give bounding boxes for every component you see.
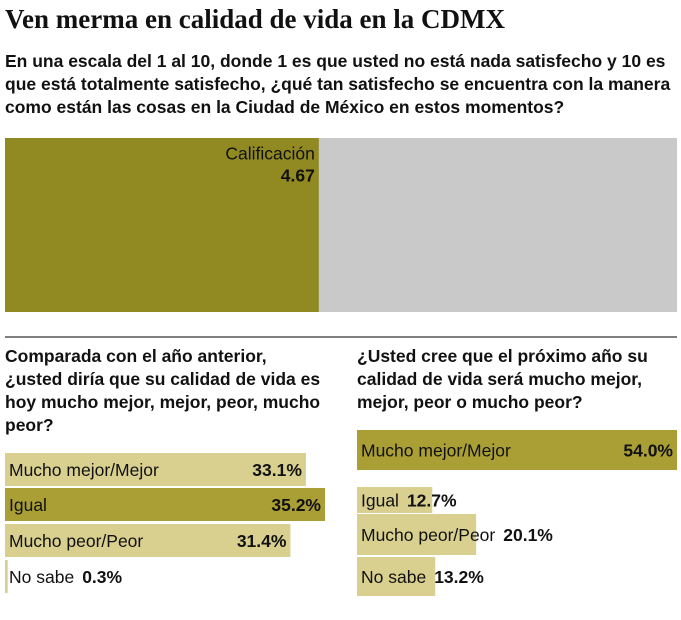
category-label: Igual <box>9 495 47 515</box>
value-label: 20.1% <box>503 525 553 545</box>
question: ¿Usted cree que el próximo año su calida… <box>357 346 648 412</box>
page-title: Ven merma en calidad de vida en la CDMX <box>5 4 505 34</box>
category-label: Mucho peor/Peor <box>9 531 143 551</box>
value-label: 33.1% <box>252 460 302 480</box>
question: En una escala del 1 al 10, donde 1 es qu… <box>5 51 671 117</box>
value-label: 0.3% <box>82 567 122 587</box>
value-label: 12.7% <box>407 491 457 511</box>
question: Comparada con el año anterior, ¿usted di… <box>5 346 321 435</box>
bar <box>357 487 433 513</box>
bar <box>5 524 291 557</box>
bar <box>357 514 477 555</box>
bar <box>357 430 677 470</box>
value-label: 35.2% <box>271 495 321 515</box>
value-label: 4.67 <box>281 166 315 186</box>
category-label: No sabe <box>9 567 74 587</box>
bar <box>5 560 8 593</box>
category-label: Igual <box>361 491 399 511</box>
bar <box>5 488 325 521</box>
value-label: 13.2% <box>434 567 484 587</box>
bar <box>357 557 436 596</box>
value-label: 31.4% <box>237 531 287 551</box>
category-label: Mucho peor/Peor <box>361 525 495 545</box>
bar-label: Calificación <box>225 144 314 164</box>
bar <box>5 138 319 312</box>
bar <box>5 453 306 486</box>
category-label: Mucho mejor/Mejor <box>361 441 511 461</box>
category-label: Mucho mejor/Mejor <box>9 460 159 480</box>
value-label: 54.0% <box>623 441 673 461</box>
category-label: No sabe <box>361 567 426 587</box>
